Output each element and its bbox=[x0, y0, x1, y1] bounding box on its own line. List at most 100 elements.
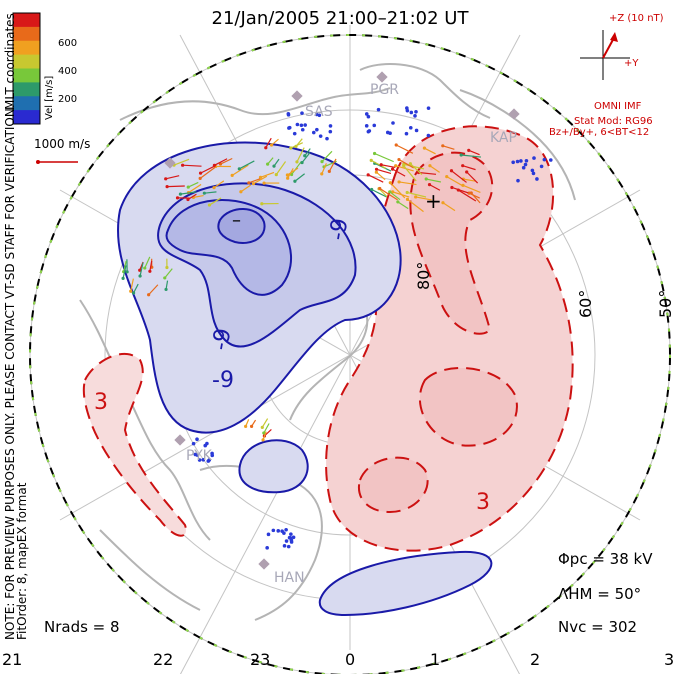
vector-origin bbox=[262, 181, 266, 185]
vector-origin bbox=[422, 146, 427, 150]
fit-dot bbox=[535, 177, 539, 181]
velocity-vector bbox=[263, 423, 270, 434]
fit-dot bbox=[372, 123, 377, 128]
stat-phi-pc: Φpc = 38 kV bbox=[558, 550, 653, 568]
velocity-vector bbox=[204, 191, 217, 194]
vector-origin bbox=[260, 425, 264, 429]
fit-dot bbox=[426, 106, 431, 110]
velocity-vector bbox=[451, 170, 467, 183]
vector-origin bbox=[450, 185, 454, 190]
contour-label-neg-3: -9 bbox=[212, 368, 234, 393]
station-label-pyk: PYK bbox=[186, 448, 212, 464]
fit-dot bbox=[325, 136, 329, 141]
velocity-vector bbox=[265, 137, 272, 149]
vector-origin bbox=[143, 266, 147, 270]
vector-origin bbox=[230, 173, 234, 177]
velocity-vector bbox=[429, 184, 441, 191]
velocity-vector bbox=[461, 154, 482, 158]
vector-origin bbox=[289, 146, 293, 150]
fit-dot bbox=[531, 171, 536, 176]
vector-origin bbox=[138, 274, 142, 278]
velocity-vector bbox=[395, 144, 414, 154]
vector-origin bbox=[424, 177, 428, 181]
fit-dot bbox=[376, 107, 381, 112]
svg-text:+: + bbox=[425, 189, 442, 213]
velocity-vector bbox=[426, 178, 442, 183]
vector-origin bbox=[164, 287, 168, 292]
vector-origin bbox=[459, 153, 463, 157]
fit-dot bbox=[286, 111, 291, 116]
velocity-vector bbox=[375, 171, 386, 181]
velocity-vector bbox=[389, 191, 401, 201]
colorbar-label: Vel [m/s] bbox=[44, 75, 55, 120]
vector-origin bbox=[285, 173, 289, 177]
vector-origin bbox=[178, 192, 183, 196]
fit-dot bbox=[515, 159, 520, 164]
velocity-vector bbox=[409, 163, 423, 175]
stat-n-vc: Nvc = 302 bbox=[558, 618, 638, 636]
velocity-vector bbox=[133, 283, 139, 294]
velocity-vector bbox=[328, 158, 337, 172]
velocity-vector bbox=[164, 268, 173, 279]
vector-origin bbox=[186, 197, 190, 202]
vector-origin bbox=[198, 171, 203, 175]
colorbar-swatch bbox=[13, 82, 40, 97]
vector-origin bbox=[320, 172, 324, 176]
fit-dot bbox=[542, 157, 547, 162]
vector-origin bbox=[198, 176, 202, 181]
vector-origin bbox=[441, 144, 445, 148]
velocity-vector bbox=[424, 147, 436, 155]
reference-vector-label: 1000 m/s bbox=[34, 137, 91, 151]
velocity-vector bbox=[407, 191, 427, 198]
fit-dot bbox=[284, 527, 288, 532]
vector-origin bbox=[441, 201, 445, 205]
velocity-vector bbox=[130, 278, 134, 292]
vector-origin bbox=[320, 160, 324, 164]
vector-origin bbox=[165, 265, 169, 270]
vector-origin bbox=[125, 270, 129, 274]
fit-dot bbox=[205, 441, 209, 446]
vector-origin bbox=[303, 154, 307, 158]
vector-origin bbox=[370, 187, 374, 192]
contour-label-neg-1: -9 bbox=[325, 216, 354, 243]
velocity-vector bbox=[173, 158, 190, 166]
vector-origin bbox=[181, 163, 185, 167]
velocity-vector bbox=[398, 181, 417, 186]
velocity-vector bbox=[392, 191, 410, 198]
vector-origin bbox=[163, 276, 167, 280]
fit-dot bbox=[328, 129, 333, 134]
velocity-vector bbox=[371, 188, 387, 198]
vector-origin bbox=[274, 172, 278, 177]
colorbar-swatch bbox=[13, 110, 40, 125]
vector-origin bbox=[394, 164, 398, 168]
vector-origin bbox=[247, 181, 251, 185]
fit-dot bbox=[548, 158, 553, 162]
colorbar-swatch bbox=[13, 68, 40, 83]
contour-label-pos-1: 3 bbox=[94, 390, 108, 415]
velocity-vector bbox=[295, 138, 303, 147]
vector-origin bbox=[258, 175, 263, 179]
velocity-vector bbox=[144, 256, 151, 269]
fit-dot bbox=[409, 110, 414, 115]
velocity-vector bbox=[291, 161, 302, 175]
fit-dot bbox=[291, 535, 296, 540]
vector-origin bbox=[397, 180, 401, 184]
velocity-vector bbox=[187, 193, 197, 201]
vector-origin bbox=[461, 164, 465, 168]
mlt-tick-0: 0 bbox=[345, 650, 356, 669]
velocity-vector bbox=[199, 166, 216, 179]
velocity-vector bbox=[149, 260, 153, 272]
fit-dot bbox=[195, 437, 199, 442]
fit-dot bbox=[516, 178, 520, 183]
vector-origin bbox=[237, 167, 241, 171]
colorbar-swatch bbox=[13, 96, 40, 111]
velocity-vector bbox=[442, 145, 455, 150]
colorbar-swatch bbox=[13, 54, 40, 69]
vector-origin bbox=[467, 148, 471, 152]
station-label-sas: SAS bbox=[305, 104, 333, 120]
mlt-tick-2: 2 bbox=[530, 650, 541, 669]
vector-origin bbox=[175, 196, 180, 200]
negative-potential-cell bbox=[117, 141, 493, 617]
fit-dot bbox=[426, 133, 431, 138]
velocity-vector bbox=[193, 194, 204, 198]
